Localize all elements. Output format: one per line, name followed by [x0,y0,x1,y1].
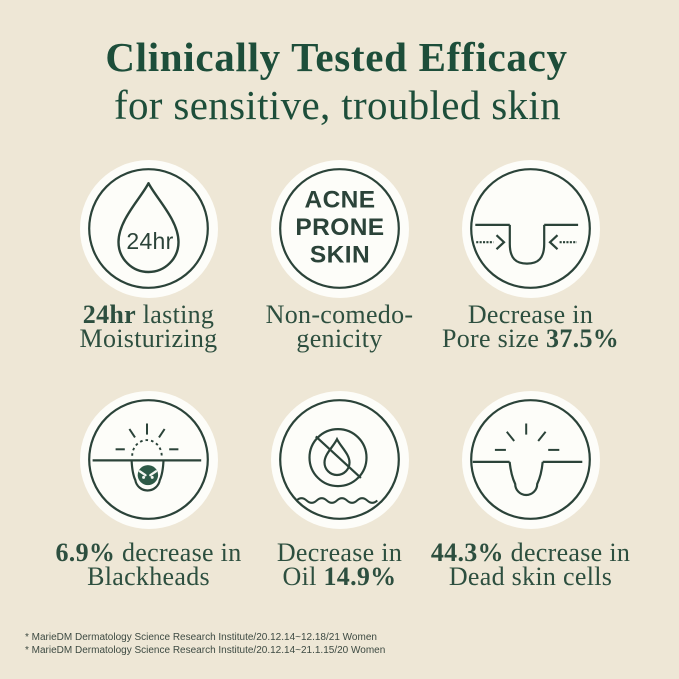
svg-text:ACNE: ACNE [304,186,375,213]
svg-text:PRONE: PRONE [295,214,384,241]
svg-text:24hr: 24hr [126,228,173,254]
svg-text:SKIN: SKIN [309,241,369,268]
